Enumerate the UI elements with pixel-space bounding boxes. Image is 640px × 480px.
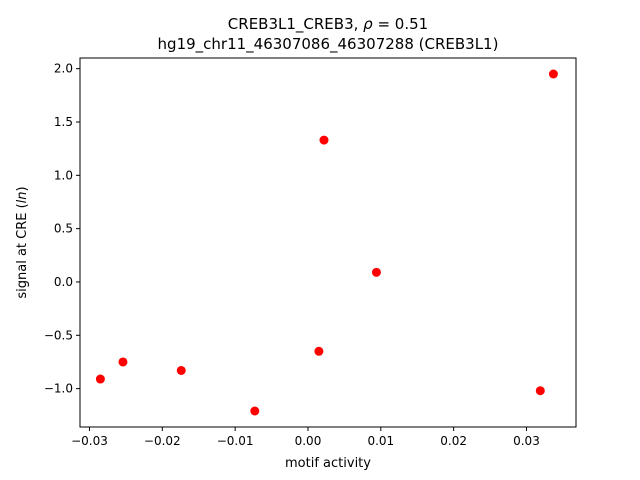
rho-symbol: ρ (363, 15, 373, 33)
data-point (95, 374, 105, 384)
x-tick-label: −0.01 (217, 434, 254, 448)
data-point (535, 386, 545, 396)
x-axis-label: motif activity (285, 456, 371, 471)
chart-title-line2: hg19_chr11_46307086_46307288 (CREB3L1) (158, 35, 499, 54)
x-axis-ticks: −0.03 −0.02 −0.01 0.00 0.01 0.02 0.03 (71, 427, 540, 448)
y-tick-label: 1.0 (54, 168, 73, 182)
x-tick-label: −0.03 (71, 434, 108, 448)
x-tick-label: −0.02 (144, 434, 181, 448)
data-point (176, 365, 186, 375)
data-point (319, 135, 329, 145)
data-point (118, 357, 128, 367)
y-tick-label: 0.5 (54, 222, 73, 236)
y-tick-label: −0.5 (44, 328, 73, 342)
y-tick-label: 2.0 (54, 62, 73, 76)
x-tick-label: 0.01 (367, 434, 394, 448)
x-tick-label: 0.02 (440, 434, 467, 448)
y-tick-label: 0.0 (54, 275, 73, 289)
x-tick-label: 0.00 (295, 434, 322, 448)
chart-title-line1: CREB3L1_CREB3, ρ = 0.51 (228, 15, 428, 34)
y-axis-label: signal at CRE (ln) (15, 186, 30, 298)
y-tick-label: −1.0 (44, 382, 73, 396)
y-axis-ticks: −1.0 −0.5 0.0 0.5 1.0 1.5 2.0 (44, 62, 80, 396)
data-points (95, 69, 558, 416)
y-tick-label: 1.5 (54, 115, 73, 129)
data-point (314, 346, 324, 356)
x-tick-label: 0.03 (513, 434, 540, 448)
plot-area-frame (79, 57, 577, 428)
data-point (250, 406, 260, 416)
data-point (371, 267, 381, 277)
data-point (548, 69, 558, 79)
